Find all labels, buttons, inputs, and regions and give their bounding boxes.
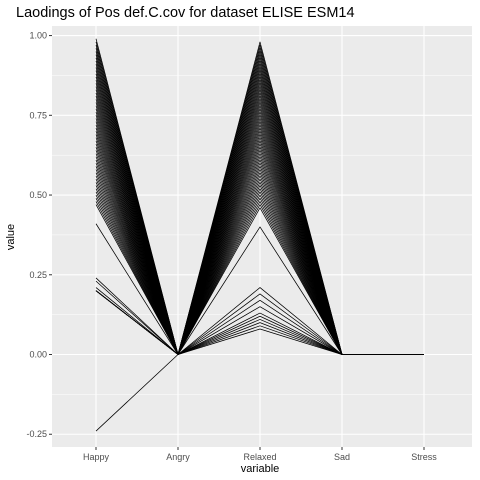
chart-title: Laodings of Pos def.C.cov for dataset EL…	[16, 5, 355, 21]
y-tick-label: 0.50	[29, 190, 47, 200]
x-tick-label: Sad	[334, 452, 350, 462]
x-tick-label: Relaxed	[243, 452, 276, 462]
x-tick-label: Happy	[83, 452, 110, 462]
x-axis-title: variable	[241, 463, 280, 475]
x-tick-label: Stress	[411, 452, 437, 462]
y-tick-label: -0.25	[26, 429, 47, 439]
y-tick-label: 0.00	[29, 350, 47, 360]
series-line	[95, 328, 424, 432]
series-lines	[95, 38, 424, 432]
y-tick-label: 1.00	[29, 31, 47, 41]
y-axis: -0.25 0.00 0.25 0.50 0.75 1.00	[26, 31, 52, 439]
y-tick-label: 0.25	[29, 270, 47, 280]
y-axis-title: value	[5, 224, 17, 250]
x-axis: Happy Angry Relaxed Sad Stress	[83, 447, 437, 462]
y-tick-label: 0.75	[29, 110, 47, 120]
x-tick-label: Angry	[166, 452, 190, 462]
